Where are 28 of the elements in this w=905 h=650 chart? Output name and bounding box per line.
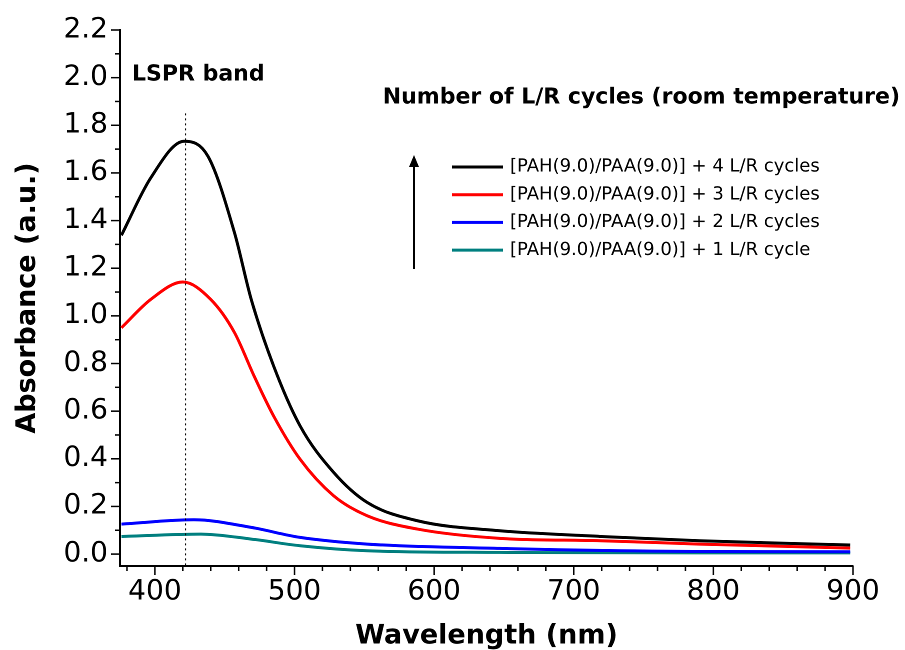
x-tick-label: 700: [547, 573, 600, 606]
x-tick-label: 500: [268, 573, 322, 606]
y-tick-label: 2.0: [63, 58, 108, 92]
y-tick-label: 1.8: [63, 106, 108, 140]
x-axis-title: Wavelength (nm): [355, 620, 618, 650]
y-tick-label: 1.4: [63, 202, 108, 235]
y-tick-label: 1.6: [63, 154, 108, 188]
line-series: [120, 280, 852, 550]
y-tick-label: 1.0: [63, 297, 108, 330]
legend-label: [PAH(9.0)/PAA(9.0)] + 2 L/R cycles: [510, 211, 820, 232]
x-tick-label: 600: [407, 573, 461, 606]
legend-label: [PAH(9.0)/PAA(9.0)] + 1 L/R cycle: [510, 238, 810, 260]
x-tick-label: 400: [128, 573, 182, 606]
ref-line-label: LSPR band: [132, 62, 265, 87]
y-tick-label: 0.8: [63, 344, 108, 378]
legend-label: [PAH(9.0)/PAA(9.0)] + 4 L/R cycles: [510, 156, 820, 177]
y-tick-label: 0.6: [63, 392, 108, 426]
line-series: [120, 518, 852, 554]
y-axis-title: Absorbance (a.u.): [11, 162, 42, 434]
y-tick-label: 0.4: [63, 440, 108, 474]
legend-title: Number of L/R cycles (room temperature): [382, 84, 900, 110]
y-tick-label: 1.2: [63, 250, 108, 283]
legend-label: [PAH(9.0)/PAA(9.0)] + 3 L/R cycles: [510, 183, 820, 204]
y-tick-label: 0.0: [63, 535, 108, 568]
x-tick-label: 900: [826, 573, 880, 606]
y-tick-label: 2.2: [63, 11, 108, 44]
x-tick-label: 800: [686, 573, 740, 606]
y-tick-label: 0.2: [63, 488, 108, 521]
